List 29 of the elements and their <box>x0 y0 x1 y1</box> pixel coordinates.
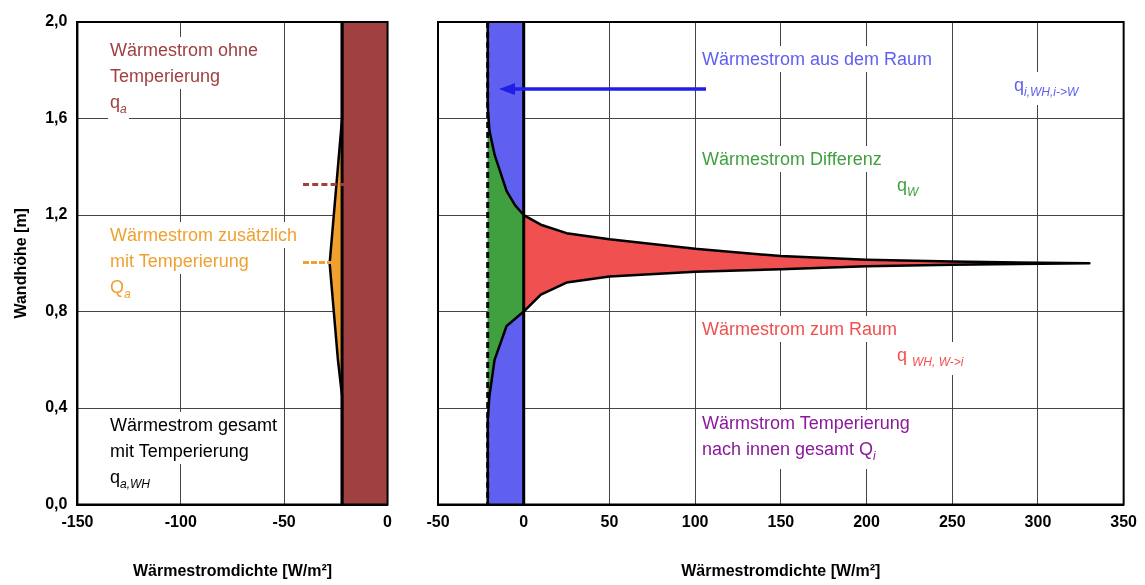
x-axis-title: Wärmestromdichte [W/m²] <box>132 561 333 579</box>
x-tick-label: -50 <box>426 512 450 530</box>
text: Wärmestrom gesamt mit Temperierung q$_{a,WH}$ <box>109 414 279 493</box>
text: Wärmestrom zum Raum q $_{WH, W->i}$ <box>701 318 965 371</box>
x-tick-label: -50 <box>272 512 296 530</box>
y-tick-label: 1,2 <box>45 205 68 223</box>
x-tick-label: 250 <box>938 512 966 530</box>
x-tick-label: 100 <box>681 512 709 530</box>
x-axis-title: Wärmestromdichte [W/m²] <box>681 561 881 579</box>
x-tick-label: 0 <box>519 512 529 530</box>
y-tick-label: 0,0 <box>45 495 68 513</box>
x-tick-label: 150 <box>767 512 795 530</box>
x-tick-label: -100 <box>164 512 197 530</box>
text: Wärmestrom aus dem Raum q$_{i,WH,i->W}$ <box>702 49 1079 99</box>
legend-label: Wärmestrom zusätzlich mit Temperierung Q$_{a}$ <box>109 224 299 303</box>
x-tick-label: 0 <box>383 512 393 530</box>
x-tick-label: 350 <box>1110 512 1138 530</box>
x-tick-label: -150 <box>61 512 94 530</box>
annotation: Wärmstrom Temperierung nach innen gesamt Q$_{i}$ <box>701 412 911 465</box>
text: Wärmestrom ohne Temperierung q$_{a}$ <box>109 39 260 118</box>
y-tick-label: 0,4 <box>45 398 68 416</box>
y-axis-title: Wandhöhe [m] <box>12 208 30 319</box>
text: Wärmestrom Differenz q$_{W}$ <box>701 148 920 201</box>
y-tick-label: 0,8 <box>45 301 68 319</box>
x-tick-label: 300 <box>1024 512 1052 530</box>
x-tick-label: 50 <box>600 512 619 530</box>
x-tick-label: 200 <box>853 512 880 530</box>
y-tick-label: 2,0 <box>45 12 68 30</box>
y-tick-label: 1,6 <box>45 108 68 126</box>
